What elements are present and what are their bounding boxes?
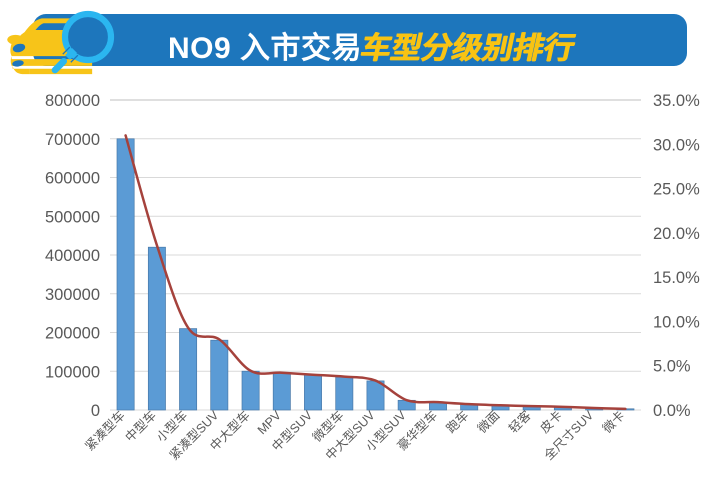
svg-text:100000: 100000 — [45, 363, 100, 381]
svg-text:0.0%: 0.0% — [653, 402, 691, 420]
svg-text:400000: 400000 — [45, 247, 100, 265]
svg-text:35.0%: 35.0% — [653, 92, 700, 110]
svg-text:10.0%: 10.0% — [653, 313, 700, 331]
svg-text:200000: 200000 — [45, 325, 100, 343]
svg-text:皮卡: 皮卡 — [537, 408, 565, 436]
svg-text:600000: 600000 — [45, 170, 100, 188]
svg-text:轻客: 轻客 — [506, 407, 535, 436]
svg-text:微卡: 微卡 — [600, 408, 628, 436]
svg-text:紧凑型车: 紧凑型车 — [82, 408, 128, 454]
svg-text:500000: 500000 — [45, 208, 100, 226]
svg-text:0: 0 — [91, 402, 100, 420]
svg-text:20.0%: 20.0% — [653, 225, 700, 243]
svg-text:5.0%: 5.0% — [653, 358, 691, 376]
svg-text:微面: 微面 — [475, 408, 503, 436]
svg-text:700000: 700000 — [45, 131, 100, 149]
svg-text:30.0%: 30.0% — [653, 136, 700, 154]
svg-text:800000: 800000 — [45, 92, 100, 110]
svg-text:15.0%: 15.0% — [653, 269, 700, 287]
svg-text:25.0%: 25.0% — [653, 181, 700, 199]
svg-text:跑车: 跑车 — [443, 408, 471, 436]
svg-text:300000: 300000 — [45, 286, 100, 304]
svg-text:中型车: 中型车 — [122, 408, 159, 445]
